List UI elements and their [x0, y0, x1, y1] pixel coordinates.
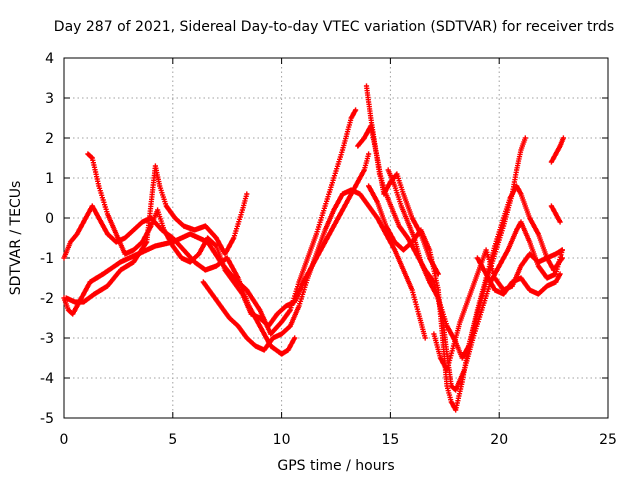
x-tick-label: 25 — [599, 432, 617, 448]
plus-markers — [355, 123, 441, 277]
plus-markers — [548, 203, 563, 225]
series-sat-track-8 — [385, 167, 565, 361]
x-tick-label: 15 — [381, 432, 399, 448]
series-sat-track-1 — [61, 107, 359, 337]
y-tick-label: 4 — [45, 51, 54, 67]
y-tick-label: -5 — [40, 411, 54, 427]
x-tick-label: 20 — [490, 432, 508, 448]
y-tick-label: -2 — [40, 291, 54, 307]
plus-markers — [63, 163, 250, 305]
y-tick-label: 3 — [45, 91, 54, 107]
y-tick-label: -1 — [40, 251, 54, 267]
x-tick-label: 5 — [168, 432, 177, 448]
x-axis-label: GPS time / hours — [277, 458, 394, 474]
plus-markers — [431, 247, 565, 373]
plus-markers — [548, 135, 566, 165]
x-tick-label: 10 — [273, 432, 291, 448]
data-layer — [61, 83, 566, 413]
series-sat-track-12 — [548, 203, 563, 225]
axis-ticks: 0 5 10 15 20 25 -5 -4 -3 -2 -1 0 1 2 3 4 — [40, 51, 617, 448]
plus-markers — [200, 187, 428, 353]
chart-title: Day 287 of 2021, Sidereal Day-to-day VTE… — [54, 19, 614, 35]
series-sat-track-13 — [355, 123, 441, 277]
y-tick-label: 1 — [45, 171, 54, 187]
plus-markers — [474, 255, 563, 297]
series-sat-track-10 — [474, 255, 563, 297]
series-sat-track-11 — [548, 135, 566, 165]
y-tick-label: 0 — [45, 211, 54, 227]
series-sat-track-9 — [431, 247, 565, 373]
y-tick-label: -3 — [40, 331, 54, 347]
y-axis-label: SDTVAR / TECUs — [8, 181, 24, 296]
plus-markers — [61, 107, 359, 337]
series-sat-track-4 — [63, 163, 250, 305]
y-tick-label: 2 — [45, 131, 54, 147]
plus-markers — [385, 167, 565, 361]
x-tick-label: 0 — [60, 432, 69, 448]
series-sat-track-5 — [200, 187, 428, 353]
y-tick-label: -4 — [40, 371, 54, 387]
plot-frame — [63, 57, 609, 419]
